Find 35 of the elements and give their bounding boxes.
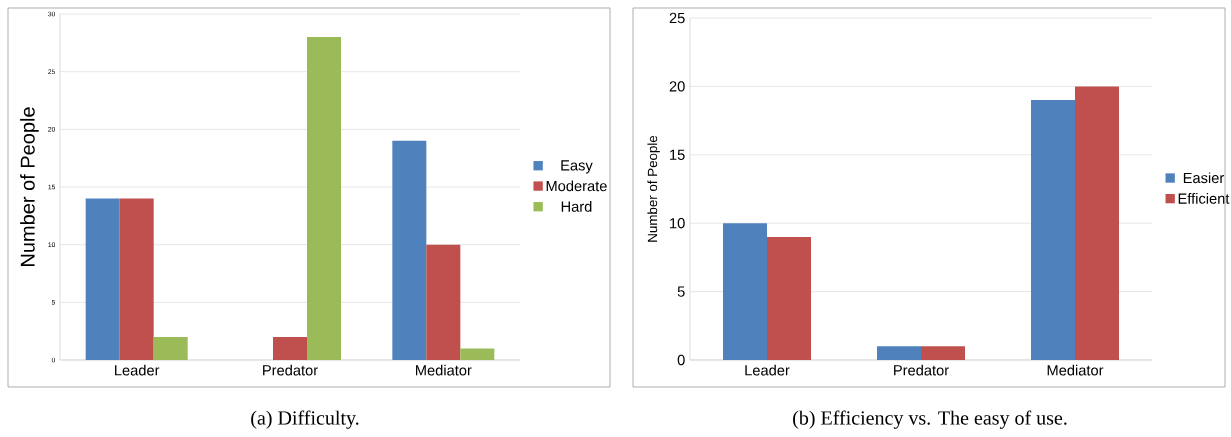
bar — [85, 198, 120, 360]
bar — [307, 37, 342, 360]
y-axis-title: Number of People — [647, 135, 660, 242]
y-tick-label: 10 — [670, 218, 685, 229]
bar — [273, 336, 308, 360]
x-tick-label: Mediator — [1047, 364, 1104, 376]
legend-label: Efficient — [1178, 193, 1230, 204]
y-tick-label: 20 — [669, 81, 685, 92]
bar — [877, 346, 922, 360]
y-axis-title: Number of People — [20, 107, 39, 266]
legend-label: Easier — [1183, 172, 1224, 184]
x-tick-label: Leader — [745, 364, 790, 376]
y-tick-label: 25 — [669, 12, 685, 24]
text: (a) Difficulty. — [251, 410, 359, 429]
bar — [392, 140, 427, 360]
x-tick-label: Mediator — [416, 364, 472, 376]
y-tick-label: 15 — [670, 149, 685, 160]
bar — [767, 236, 812, 360]
bar — [119, 198, 154, 360]
text: (b) Efficiency vs. The easy of use. — [793, 410, 1067, 429]
legend-label: Easy — [561, 160, 593, 174]
bar — [460, 348, 495, 360]
legend-label: Moderate — [546, 180, 607, 192]
bar — [153, 336, 188, 360]
bar — [1031, 100, 1076, 360]
x-tick-label: Leader — [115, 364, 160, 376]
legend-label: Hard — [561, 201, 592, 212]
y-tick-label: 0 — [677, 354, 685, 366]
bar — [426, 244, 461, 360]
x-tick-label: Predator — [263, 364, 318, 376]
y-tick-label: 5 — [677, 286, 685, 297]
bar — [723, 223, 768, 360]
bar — [1075, 86, 1120, 360]
bar — [921, 346, 966, 360]
x-tick-label: Predator — [894, 364, 949, 376]
